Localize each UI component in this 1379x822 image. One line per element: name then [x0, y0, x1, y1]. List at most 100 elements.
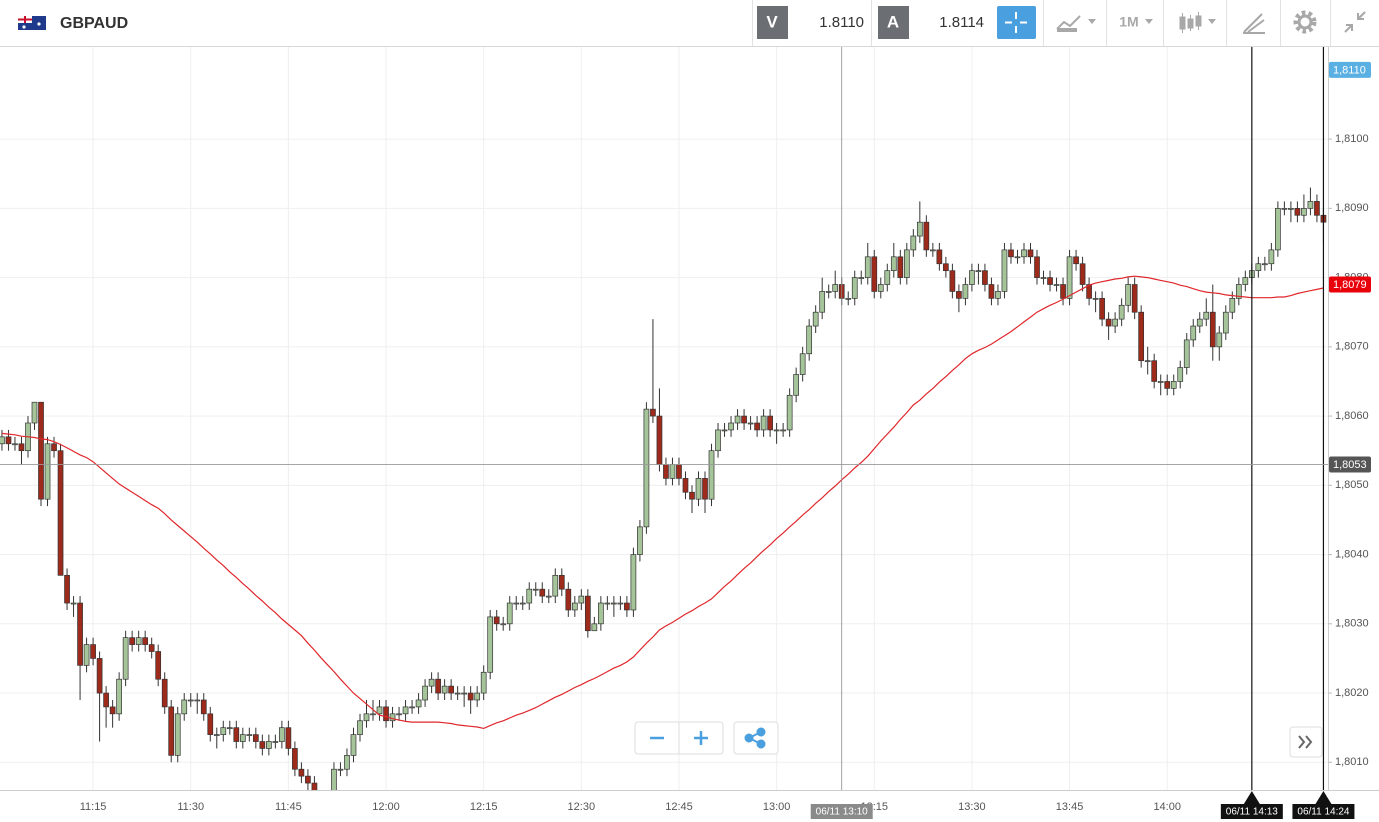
candle-body — [142, 637, 149, 645]
chart-type-button[interactable] — [1056, 15, 1096, 32]
zoom-in[interactable] — [694, 731, 708, 745]
candle-body — [916, 221, 923, 237]
candle-body — [832, 284, 839, 292]
candle-body — [38, 401, 44, 500]
candle-body — [493, 616, 500, 625]
toolbar: GBPAUD V 1.8110 A 1.8114 1M — [0, 0, 1379, 47]
y-tick-label: 1,8010 — [1335, 756, 1369, 768]
time-marker-arrow — [1243, 791, 1260, 804]
candle-body — [129, 637, 135, 645]
candle-body — [1209, 311, 1216, 348]
candle-body — [806, 325, 813, 355]
timeframe[interactable]: 1M — [1119, 14, 1138, 30]
candle-body — [357, 720, 363, 735]
candle-body — [474, 692, 481, 701]
x-tick-label: 13:30 — [958, 801, 986, 813]
candle-body — [630, 554, 637, 611]
candle-body — [1021, 249, 1027, 258]
candle-body — [995, 291, 1001, 299]
candle-body — [272, 741, 279, 743]
candle-body — [292, 748, 298, 770]
candle-body — [148, 644, 155, 652]
candle-body — [0, 436, 5, 445]
candle-body — [1144, 360, 1151, 363]
candle-body — [1301, 207, 1307, 216]
time-marker-tag — [1220, 804, 1283, 819]
candle-body — [956, 291, 962, 299]
candle-body — [116, 678, 122, 715]
candle-body — [728, 422, 734, 431]
candle-body — [689, 491, 695, 500]
plot-area — [0, 47, 1328, 790]
candle-body — [1203, 311, 1210, 320]
candle-body — [506, 602, 513, 625]
share-button[interactable] — [744, 727, 766, 749]
y-tick-label: 1,8040 — [1335, 548, 1369, 560]
candle-body — [982, 270, 988, 285]
candle-body — [656, 415, 663, 465]
candle-body — [1099, 298, 1105, 320]
candle-body — [1268, 249, 1275, 265]
candle-body — [12, 443, 18, 446]
candle-body — [871, 256, 878, 292]
candle-body — [812, 311, 819, 327]
x-tick-label: 12:00 — [372, 801, 400, 813]
time-marker-arrow — [1315, 791, 1332, 804]
bid-price: 1.8110 — [819, 14, 864, 31]
candle-body — [969, 270, 975, 285]
x-tick-label: 11:30 — [177, 801, 204, 813]
draw-button[interactable] — [1243, 13, 1265, 34]
candle-body — [350, 734, 357, 756]
candle-type-button[interactable] — [1179, 12, 1216, 33]
candle-body — [1216, 332, 1223, 348]
candle-body — [611, 602, 617, 605]
toolbar-bg — [0, 0, 1379, 46]
settings-button[interactable] — [1293, 10, 1317, 34]
candle-body — [663, 464, 669, 479]
candle-body — [799, 353, 806, 375]
candle-body — [96, 658, 103, 694]
candle-body — [1255, 263, 1262, 272]
candle-body — [1105, 318, 1112, 327]
crosshair-button[interactable] — [997, 6, 1036, 39]
candle-body — [864, 256, 871, 278]
x-tick-label: 11:45 — [275, 801, 302, 813]
bid-button[interactable] — [757, 6, 788, 39]
candle-body — [155, 651, 162, 680]
candle-body — [239, 734, 246, 742]
candle-body — [422, 685, 428, 701]
candle-body — [532, 588, 539, 591]
candle-body — [213, 734, 220, 736]
candle-body — [415, 699, 422, 708]
candle-body — [617, 602, 624, 605]
collapse-button[interactable] — [1344, 11, 1366, 33]
y-tick-label: 1,8060 — [1335, 410, 1369, 422]
candle-body — [1066, 256, 1073, 299]
candle-body — [1047, 277, 1053, 285]
candle-body — [1053, 284, 1060, 286]
candle-body — [897, 256, 904, 278]
candle-body — [70, 602, 77, 605]
candle-body — [383, 706, 389, 722]
candle-body — [702, 478, 708, 500]
ask-button[interactable] — [878, 6, 909, 39]
candle-body — [480, 671, 487, 694]
candle-body — [1307, 201, 1314, 209]
candle-body — [734, 415, 741, 424]
ask-price: 1.8114 — [939, 14, 984, 31]
candle-body — [819, 291, 826, 313]
y-tick-label: 1,8050 — [1335, 479, 1369, 491]
candle-body — [467, 692, 474, 701]
time-marker-label: 06/11 14:24 — [1297, 807, 1350, 818]
price-tag — [1329, 456, 1371, 473]
candle-body — [565, 588, 572, 611]
candle-body — [389, 713, 396, 722]
candle-body — [747, 422, 754, 425]
candle-body — [266, 741, 272, 749]
candle-body — [1151, 360, 1158, 382]
candle-body — [279, 727, 285, 742]
candle-body — [259, 741, 266, 749]
bid-label: V — [766, 12, 778, 31]
x-tick-label: 12:15 — [470, 801, 498, 813]
scroll-end-button[interactable] — [1298, 735, 1313, 749]
